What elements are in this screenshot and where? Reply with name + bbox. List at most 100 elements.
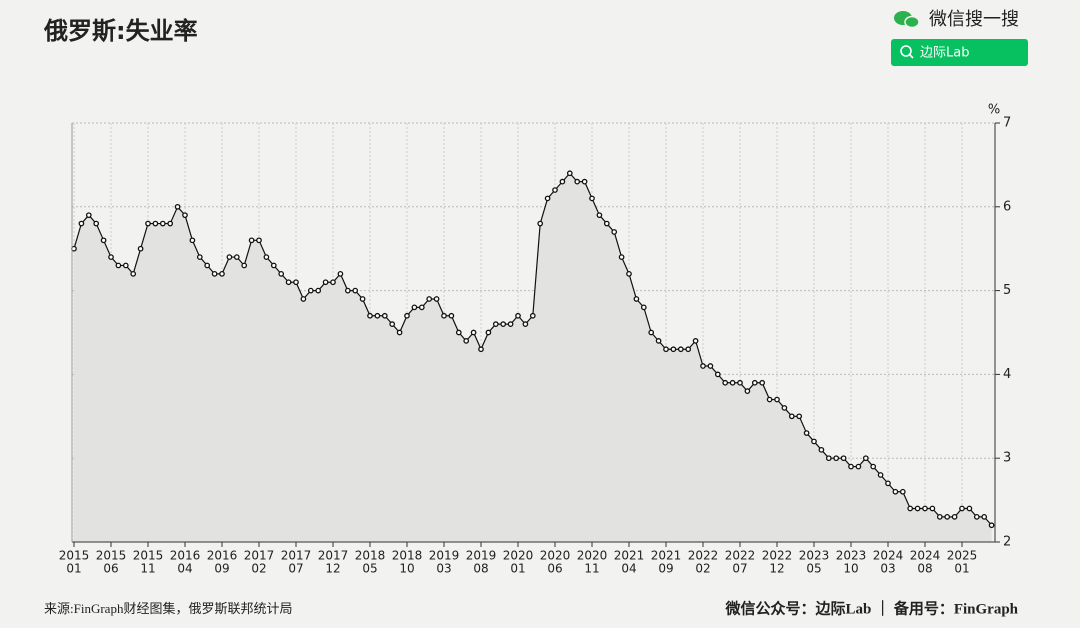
point [411, 304, 418, 311]
point [922, 505, 928, 512]
point [648, 329, 655, 336]
point [700, 363, 706, 369]
point [470, 329, 477, 336]
point [130, 270, 137, 277]
point [167, 220, 174, 227]
y-tick-label: 6 [1003, 199, 1011, 214]
x-tick-year: 2022 [725, 549, 756, 563]
point [204, 262, 211, 269]
point [315, 287, 322, 294]
search-label: 微信搜一搜 [929, 9, 1019, 30]
point [108, 254, 114, 260]
point [966, 505, 973, 512]
point [263, 254, 270, 260]
point [374, 312, 381, 319]
point [211, 270, 218, 277]
point [455, 329, 462, 336]
point [248, 237, 255, 244]
point [936, 514, 943, 520]
point [951, 514, 958, 520]
point [418, 304, 425, 311]
x-tick-year: 2018 [392, 549, 423, 563]
point [655, 338, 662, 344]
x-tick-month: 09 [658, 562, 673, 576]
x-tick-month: 12 [769, 562, 784, 576]
point [870, 463, 877, 470]
point [270, 262, 277, 269]
point [766, 396, 773, 403]
point [862, 455, 869, 462]
point [537, 220, 544, 227]
point [285, 279, 292, 286]
x-tick-month: 06 [547, 562, 562, 576]
x-tick-month: 07 [732, 562, 747, 576]
x-tick-month: 05 [806, 562, 821, 576]
x-tick-month: 03 [436, 562, 451, 576]
point [707, 363, 714, 369]
point [78, 220, 85, 227]
point [426, 296, 433, 302]
point [566, 170, 573, 177]
point [233, 254, 240, 260]
point [352, 287, 359, 294]
point [774, 396, 780, 403]
point [367, 312, 373, 319]
y-tick-label: 4 [1003, 367, 1011, 382]
point [722, 379, 729, 386]
point [559, 178, 566, 185]
x-tick-year: 2015 [96, 549, 127, 563]
point [899, 488, 906, 495]
point [796, 413, 803, 420]
x-tick-year: 2021 [614, 549, 645, 563]
point [337, 270, 344, 277]
point [840, 455, 847, 462]
point [241, 262, 248, 269]
point [574, 178, 581, 185]
point [93, 220, 100, 227]
point [441, 312, 447, 319]
x-tick-year: 2020 [577, 549, 608, 563]
point [633, 296, 640, 302]
point [670, 346, 677, 353]
point [522, 321, 529, 327]
point [529, 312, 536, 319]
source: 来源:FinGraph财经图集，俄罗斯联邦统计局 [44, 601, 292, 616]
y-tick-label: 5 [1003, 283, 1011, 298]
wechat-icon [894, 11, 920, 29]
point [404, 312, 410, 319]
point [307, 287, 314, 294]
x-tick-year: 2025 [947, 549, 978, 563]
point [196, 254, 203, 260]
point [751, 379, 758, 386]
x-tick-year: 2020 [503, 549, 534, 563]
point [596, 212, 603, 219]
point [145, 220, 151, 227]
point [729, 379, 736, 386]
point [811, 438, 817, 445]
x-tick-year: 2019 [429, 549, 460, 563]
point [640, 304, 647, 311]
x-tick-month: 01 [66, 562, 81, 576]
x-tick-month: 01 [510, 562, 525, 576]
point [122, 262, 129, 269]
point [515, 312, 521, 319]
point [359, 296, 366, 302]
point [478, 346, 484, 353]
point [973, 514, 980, 520]
point [500, 321, 507, 327]
search-button[interactable] [891, 39, 1028, 66]
point [714, 371, 721, 378]
x-tick-month: 03 [880, 562, 895, 576]
x-tick-month: 05 [362, 562, 377, 576]
point [137, 245, 144, 252]
x-tick-year: 2018 [355, 549, 386, 563]
point [448, 312, 455, 319]
x-tick-month: 11 [140, 562, 155, 576]
x-tick-year: 2021 [651, 549, 682, 563]
point [507, 321, 514, 327]
x-tick-year: 2016 [170, 549, 201, 563]
chart-title: 俄罗斯:失业率 [43, 17, 198, 45]
point [330, 279, 336, 286]
unit-label: % [988, 103, 1000, 118]
point [463, 338, 470, 344]
